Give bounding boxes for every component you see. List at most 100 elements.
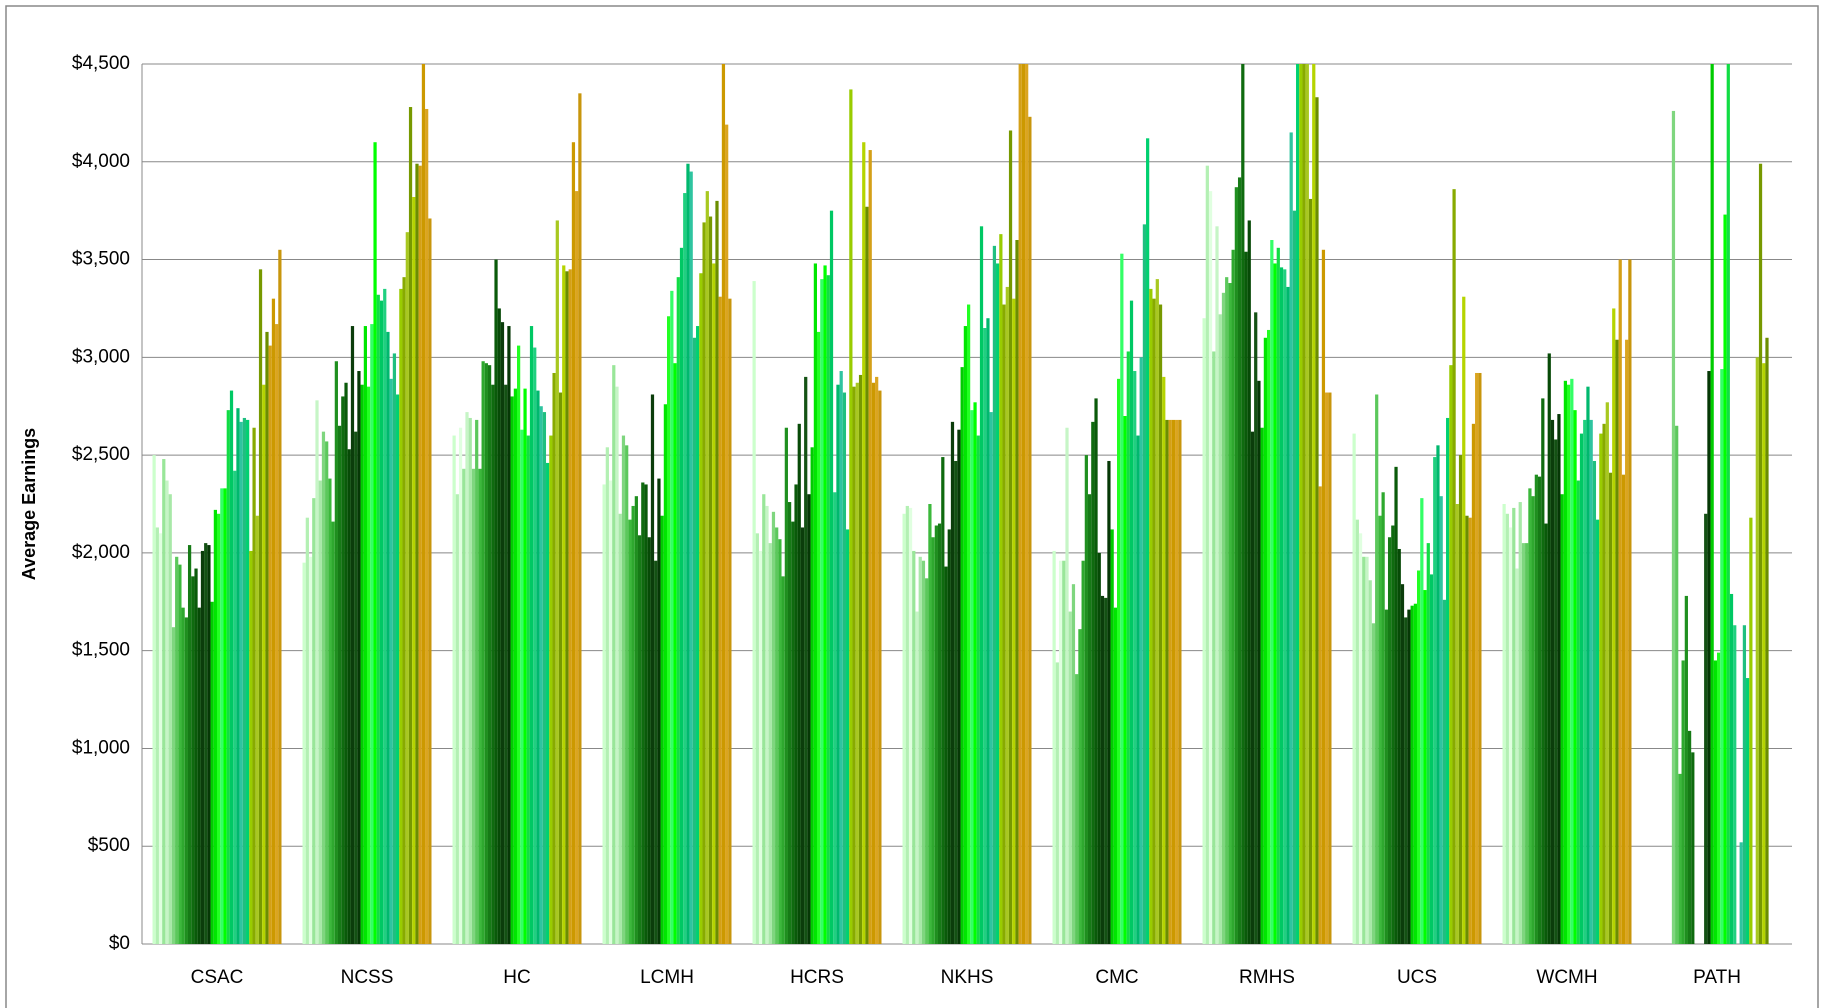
bar xyxy=(1260,427,1264,944)
bar xyxy=(337,425,342,944)
bar xyxy=(1547,353,1551,944)
bar xyxy=(350,326,355,944)
bar xyxy=(536,390,540,945)
bar xyxy=(986,318,990,944)
bar xyxy=(1423,590,1427,944)
bar xyxy=(1018,64,1022,944)
bar xyxy=(957,429,961,944)
bar xyxy=(1710,64,1714,944)
x-tick-label: UCS xyxy=(1397,967,1437,988)
bar xyxy=(1068,611,1072,944)
bar xyxy=(778,539,782,944)
bar xyxy=(752,281,756,945)
y-tick-label: $2,500 xyxy=(72,444,130,465)
bar xyxy=(660,515,664,944)
bar xyxy=(334,361,338,944)
x-tick-label: LCMH xyxy=(640,967,694,988)
bar xyxy=(989,412,993,945)
bar xyxy=(683,193,687,945)
bar xyxy=(504,384,508,944)
bar xyxy=(233,470,237,944)
bar xyxy=(1407,609,1411,944)
bar xyxy=(497,308,501,944)
bar xyxy=(152,455,156,944)
bar xyxy=(1563,380,1567,944)
bar xyxy=(249,550,253,944)
bar xyxy=(555,220,559,944)
bar xyxy=(1518,502,1522,944)
bar xyxy=(475,419,479,944)
bar xyxy=(408,107,413,945)
bar xyxy=(979,226,984,945)
y-axis-title: Average Earnings xyxy=(19,428,39,580)
bar xyxy=(679,247,684,945)
bar xyxy=(1254,312,1258,944)
bar xyxy=(191,576,195,944)
bar xyxy=(663,404,667,944)
bar xyxy=(605,447,609,944)
bar xyxy=(967,304,971,944)
bar xyxy=(784,427,788,944)
bar xyxy=(396,394,400,944)
bar xyxy=(1071,584,1076,944)
bar xyxy=(1012,298,1016,945)
bar xyxy=(842,392,847,944)
bar xyxy=(239,421,243,944)
bar xyxy=(1168,419,1172,944)
bar xyxy=(960,367,964,945)
x-tick-label: HC xyxy=(503,967,530,988)
bar xyxy=(217,513,221,944)
bar xyxy=(1315,97,1319,944)
bar xyxy=(1628,259,1632,944)
bar xyxy=(1554,439,1558,944)
bar xyxy=(484,363,488,944)
bar xyxy=(725,124,729,945)
bar xyxy=(983,328,987,944)
bar xyxy=(168,494,172,944)
bar xyxy=(1104,597,1108,944)
bar xyxy=(1021,64,1026,944)
bar xyxy=(1733,625,1737,944)
bar xyxy=(1015,240,1019,944)
bar xyxy=(1446,417,1450,944)
bar xyxy=(762,494,766,944)
bar xyxy=(255,515,259,944)
bar xyxy=(1247,220,1251,944)
bar xyxy=(402,277,406,945)
y-tick-label: $1,500 xyxy=(72,640,130,661)
bar xyxy=(765,505,769,944)
bar xyxy=(210,601,214,944)
bar xyxy=(878,390,882,945)
bar xyxy=(1429,574,1434,944)
bar xyxy=(657,478,661,944)
bar xyxy=(708,216,713,945)
bar xyxy=(271,298,276,945)
bar xyxy=(1605,402,1609,944)
bar xyxy=(647,537,651,944)
bar xyxy=(1362,556,1366,944)
bar xyxy=(817,331,821,944)
bar xyxy=(625,445,629,944)
bar xyxy=(1221,292,1226,944)
bar xyxy=(931,537,935,944)
y-tick-label: $4,500 xyxy=(72,53,130,74)
bar xyxy=(628,519,632,944)
bar xyxy=(1257,380,1261,944)
bar xyxy=(275,324,279,945)
bar xyxy=(533,347,537,944)
bar xyxy=(1449,365,1453,945)
bar xyxy=(1615,339,1619,944)
bar xyxy=(1149,288,1153,944)
bar xyxy=(925,578,929,944)
bar xyxy=(1113,607,1117,944)
bar xyxy=(181,607,185,944)
bar xyxy=(1273,263,1277,944)
bar xyxy=(360,384,364,944)
bar xyxy=(1515,568,1519,944)
x-tick-label: PATH xyxy=(1693,967,1741,988)
bar xyxy=(1592,460,1597,944)
bar xyxy=(236,408,240,945)
bar xyxy=(618,513,622,944)
y-tick-label: $4,000 xyxy=(72,151,130,172)
